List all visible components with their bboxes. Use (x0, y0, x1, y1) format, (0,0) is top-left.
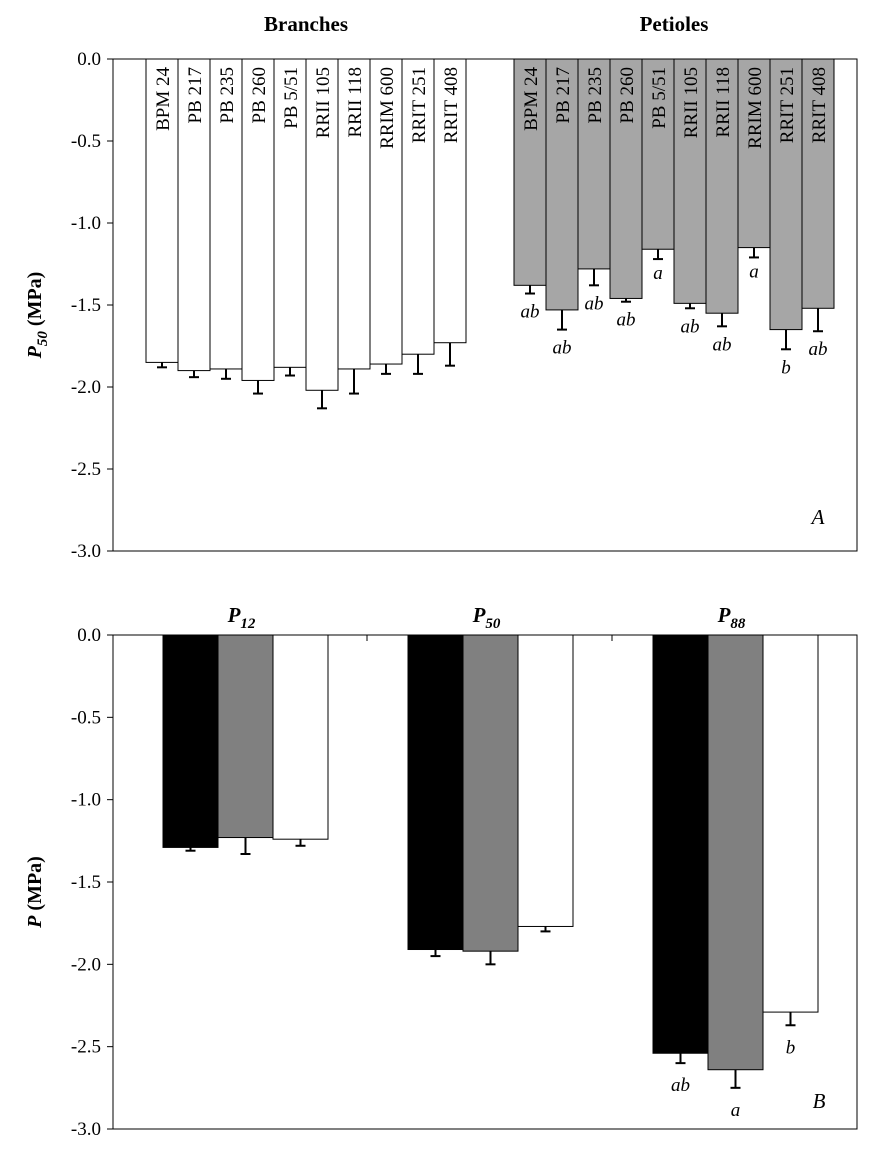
panel-b-significance-letter: b (786, 1037, 796, 1058)
panel-a-significance-letter: ab (553, 338, 572, 359)
panel-a-cultivar-label: RRIT 251 (777, 67, 798, 143)
panel-a-cultivar-label: RRIT 408 (809, 67, 830, 143)
panel-a-cultivar-label: RRIT 251 (409, 67, 430, 143)
panel-a-cultivar-label: PB 260 (617, 67, 638, 124)
panel-a-y-tick-label: -1.5 (71, 295, 101, 316)
panel-b-category-title: P88 (717, 603, 746, 632)
panel-a-group-title-0: Branches (264, 12, 348, 36)
panel-b-y-tick-label: -1.5 (71, 872, 101, 893)
panel-b-y-tick-label: -2.0 (71, 954, 101, 975)
panel-b-bar (707, 634, 764, 1071)
panel-a-significance-letter: ab (713, 334, 732, 355)
panel-a-bar (369, 58, 403, 365)
panel-a-significance-letter: b (781, 357, 791, 378)
panel-b-y-tick-label: 0.0 (77, 625, 101, 646)
panel-a-cultivar-label: PB 235 (585, 67, 606, 124)
panel-a-cultivar-label: RRII 105 (681, 67, 702, 138)
panel-a-y-tick-label: 0.0 (77, 49, 101, 70)
panel-a-significance-letter: a (653, 263, 663, 284)
panel-a-bar (241, 58, 275, 381)
panel-a-bar (337, 58, 371, 370)
panel-a-y-tick-label: -2.5 (71, 459, 101, 480)
panel-a-significance-letter: ab (585, 293, 604, 314)
panel-a-cultivar-label: RRIM 600 (377, 67, 398, 149)
panel-a-y-axis-label: P50 (MPa) (24, 272, 51, 360)
panel-b-bar (217, 634, 274, 839)
panel-a-bar (545, 58, 579, 311)
panel-a-cultivar-label: PB 260 (249, 67, 270, 124)
panel-b-y-tick-label: -1.0 (71, 790, 101, 811)
panel-a-cultivar-label: RRII 118 (713, 67, 734, 138)
panel-b-bar (162, 634, 219, 848)
panel-b-significance-letter: a (731, 1100, 741, 1121)
panel-a-bar (609, 58, 643, 299)
panel-a-cultivar-label: RRIT 408 (441, 67, 462, 143)
panel-b-label: B (813, 1089, 826, 1113)
panel-a-significance-letter: ab (681, 316, 700, 337)
panel-b-bar (652, 634, 709, 1054)
panel-b-y-tick-label: -2.5 (71, 1037, 101, 1058)
panel-a-cultivar-label: PB 217 (553, 67, 574, 124)
panel-a-cultivar-label: RRIM 600 (745, 67, 766, 149)
panel-b-bar (272, 634, 329, 840)
panel-a-cultivar-label: BPM 24 (153, 67, 174, 131)
panel-a-significance-letter: a (749, 262, 759, 283)
panel-a-bar (513, 58, 547, 286)
panel-a-bar (801, 58, 835, 309)
panel-b-y-tick-label: -0.5 (71, 707, 101, 728)
panel-a-significance-letter: ab (617, 310, 636, 331)
panel-b-bar (762, 634, 819, 1013)
panel-b-category-title: P50 (472, 603, 501, 632)
panel-a-bar (433, 58, 467, 344)
panel-a-bar (401, 58, 435, 355)
panel-a-significance-letter: ab (809, 339, 828, 360)
panel-a-label: A (810, 505, 825, 529)
panel-b-bar (407, 634, 464, 951)
panel-a-cultivar-label: PB 5/51 (649, 67, 670, 129)
panel-a-cultivar-label: RRII 105 (313, 67, 334, 138)
panel-a-group-title-1: Petioles (640, 12, 709, 36)
panel-a-cultivar-label: BPM 24 (521, 67, 542, 131)
panel-b-bar (517, 634, 574, 927)
panel-a-bar (177, 58, 211, 372)
panel-a-cultivar-label: PB 217 (185, 67, 206, 124)
panel-a-bar (641, 58, 675, 250)
panel-a-y-tick-label: -3.0 (71, 541, 101, 562)
panel-a-y-tick-label: -0.5 (71, 131, 101, 152)
panel-a-bar (705, 58, 739, 314)
panel-a-bar (737, 58, 771, 249)
panel-a-cultivar-label: PB 5/51 (281, 67, 302, 129)
panel-b-bar (462, 634, 519, 952)
panel-a-y-tick-label: -1.0 (71, 213, 101, 234)
panel-b-y-axis-label: P (MPa) (24, 856, 46, 929)
panel-a-significance-letter: ab (521, 302, 540, 323)
panel-a-cultivar-label: RRII 118 (345, 67, 366, 138)
panel-b-significance-letter: ab (671, 1075, 690, 1096)
panel-b-category-title: P12 (227, 603, 256, 632)
panel-a-y-tick-label: -2.0 (71, 377, 101, 398)
panel-b-y-tick-label: -3.0 (71, 1119, 101, 1140)
panel-a-cultivar-label: PB 235 (217, 67, 238, 124)
